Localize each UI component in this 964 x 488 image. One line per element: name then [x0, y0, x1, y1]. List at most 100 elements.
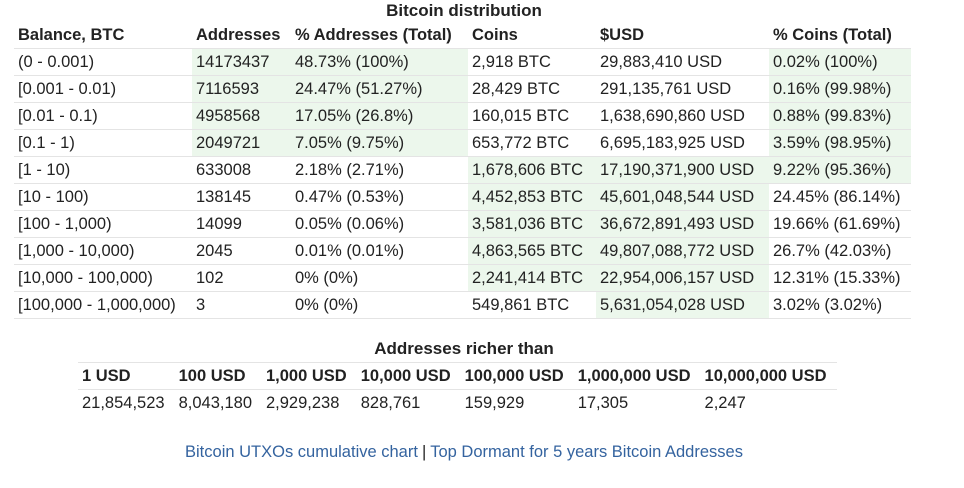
cell-pct-coins: 9.22% (95.36%)	[769, 156, 911, 184]
cell-pct-addresses: 24.47% (51.27%)	[291, 75, 468, 103]
distribution-body: (0 - 0.001) 14173437 48.73% (100%) 2,918 BT…	[14, 48, 911, 319]
cell-usd: 45,601,048,544 USD	[596, 183, 769, 211]
cell-pct-addresses: 0% (0%)	[291, 291, 468, 319]
cell-pct-addresses: 2.18% (2.71%)	[291, 156, 468, 184]
utxo-chart-link[interactable]: Bitcoin UTXOs cumulative chart	[185, 443, 418, 461]
richer-header-row: 1 USD 100 USD 1,000 USD 10,000 USD 100,0…	[78, 362, 837, 390]
cell-balance: [0.001 - 0.01)	[14, 75, 192, 103]
cell-pct-coins: 3.59% (98.95%)	[769, 129, 911, 157]
cell-coins: 160,015 BTC	[468, 102, 596, 130]
cell-addresses: 14099	[192, 210, 291, 238]
cell-coins: 4,452,853 BTC	[468, 183, 596, 211]
richer-value-1kusd: 2,929,238	[266, 393, 340, 412]
cell-addresses: 14173437	[192, 48, 291, 76]
cell-coins: 2,241,414 BTC	[468, 264, 596, 292]
distribution-row: [0.01 - 0.1) 4958568 17.05% (26.8%) 160,015…	[14, 102, 911, 130]
cell-addresses: 4958568	[192, 102, 291, 130]
richer-value-100usd: 8,043,180	[178, 393, 252, 412]
cell-coins: 549,861 BTC	[468, 291, 596, 319]
richer-value-10kusd: 828,761	[360, 393, 421, 412]
link-separator: |	[421, 443, 427, 461]
cell-pct-addresses: 48.73% (100%)	[291, 48, 468, 76]
cell-addresses: 102	[192, 264, 291, 292]
header-pct-coins: % Coins (Total)	[769, 22, 911, 49]
cell-usd: 1,638,690,860 USD	[596, 102, 769, 130]
cell-pct-addresses: 0.05% (0.06%)	[291, 210, 468, 238]
distribution-row: [1,000 - 10,000) 2045 0.01% (0.01%) 4,863,5…	[14, 237, 911, 265]
cell-balance: [1 - 10)	[14, 156, 192, 184]
cell-coins: 1,678,606 BTC	[468, 156, 596, 184]
cell-usd: 36,672,891,493 USD	[596, 210, 769, 238]
cell-addresses: 2045	[192, 237, 291, 265]
cell-pct-addresses: 0.47% (0.53%)	[291, 183, 468, 211]
distribution-row: [10 - 100) 138145 0.47% (0.53%) 4,452,853 B…	[14, 183, 911, 211]
cell-coins: 2,918 BTC	[468, 48, 596, 76]
richer-header-100kusd: 100,000 USD	[460, 362, 574, 390]
distribution-title: Bitcoin distribution	[386, 1, 542, 20]
cell-coins: 4,863,565 BTC	[468, 237, 596, 265]
cell-addresses: 7116593	[192, 75, 291, 103]
richer-header-1kusd: 1,000 USD	[262, 362, 357, 390]
header-usd: $USD	[596, 22, 769, 49]
cell-pct-coins: 12.31% (15.33%)	[769, 264, 911, 292]
cell-balance: (0 - 0.001)	[14, 48, 192, 76]
cell-coins: 3,581,036 BTC	[468, 210, 596, 238]
cell-addresses: 2049721	[192, 129, 291, 157]
richer-header-100usd: 100 USD	[174, 362, 262, 390]
distribution-row: [0.001 - 0.01) 7116593 24.47% (51.27%) 28,4…	[14, 75, 911, 103]
header-pct-addresses: % Addresses (Total)	[291, 22, 468, 49]
footer-links: Bitcoin UTXOs cumulative chart | Top Dorma…	[0, 441, 928, 463]
distribution-row: [100 - 1,000) 14099 0.05% (0.06%) 3,581,036…	[14, 210, 911, 238]
richer-title: Addresses richer than	[374, 339, 554, 358]
cell-pct-coins: 0.88% (99.83%)	[769, 102, 911, 130]
cell-usd: 291,135,761 USD	[596, 75, 769, 103]
richer-value-10musd: 2,247	[704, 393, 746, 412]
header-coins: Coins	[468, 22, 596, 49]
cell-addresses: 3	[192, 291, 291, 319]
cell-pct-coins: 0.16% (99.98%)	[769, 75, 911, 103]
richer-value-1usd: 21,854,523	[82, 393, 165, 412]
richer-table: 1 USD 100 USD 1,000 USD 10,000 USD 100,0…	[78, 362, 837, 416]
cell-usd: 22,954,006,157 USD	[596, 264, 769, 292]
distribution-row: [1 - 10) 633008 2.18% (2.71%) 1,678,606 BTC…	[14, 156, 911, 184]
cell-pct-coins: 26.7% (42.03%)	[769, 237, 911, 265]
cell-pct-addresses: 0.01% (0.01%)	[291, 237, 468, 265]
header-balance: Balance, BTC	[14, 22, 192, 49]
cell-pct-addresses: 7.05% (9.75%)	[291, 129, 468, 157]
richer-value-row: 21,854,523 8,043,180 2,929,238 828,761 1…	[78, 390, 837, 417]
cell-coins: 28,429 BTC	[468, 75, 596, 103]
cell-addresses: 138145	[192, 183, 291, 211]
distribution-row: (0 - 0.001) 14173437 48.73% (100%) 2,918 BT…	[14, 48, 911, 76]
richer-value-100kusd: 159,929	[464, 393, 525, 412]
cell-addresses: 633008	[192, 156, 291, 184]
cell-balance: [0.1 - 1)	[14, 129, 192, 157]
richer-header-1usd: 1 USD	[78, 362, 175, 390]
cell-pct-coins: 19.66% (61.69%)	[769, 210, 911, 238]
distribution-table: Balance, BTC Addresses % Addresses (Tota…	[14, 22, 911, 319]
distribution-header-row: Balance, BTC Addresses % Addresses (Tota…	[14, 22, 911, 49]
richer-header-10kusd: 10,000 USD	[356, 362, 461, 390]
cell-coins: 653,772 BTC	[468, 129, 596, 157]
richer-header-10musd: 10,000,000 USD	[700, 362, 837, 390]
dormant-addresses-link[interactable]: Top Dormant for 5 years Bitcoin Addresse…	[430, 443, 743, 461]
cell-balance: [100,000 - 1,000,000)	[14, 291, 192, 319]
cell-balance: [10,000 - 100,000)	[14, 264, 192, 292]
cell-balance: [1,000 - 10,000)	[14, 237, 192, 265]
cell-pct-addresses: 0% (0%)	[291, 264, 468, 292]
cell-balance: [0.01 - 0.1)	[14, 102, 192, 130]
cell-usd: 5,631,054,028 USD	[596, 291, 769, 319]
cell-pct-coins: 0.02% (100%)	[769, 48, 911, 76]
distribution-row: [0.1 - 1) 2049721 7.05% (9.75%) 653,772 BTC…	[14, 129, 911, 157]
cell-usd: 49,807,088,772 USD	[596, 237, 769, 265]
cell-usd: 17,190,371,900 USD	[596, 156, 769, 184]
header-addresses: Addresses	[192, 22, 291, 49]
cell-balance: [10 - 100)	[14, 183, 192, 211]
cell-usd: 6,695,183,925 USD	[596, 129, 769, 157]
cell-usd: 29,883,410 USD	[596, 48, 769, 76]
cell-balance: [100 - 1,000)	[14, 210, 192, 238]
distribution-row: [100,000 - 1,000,000) 3 0% (0%) 549,861 BTC…	[14, 291, 911, 319]
richer-value-1musd: 17,305	[577, 393, 629, 412]
richer-header-1musd: 1,000,000 USD	[573, 362, 701, 390]
distribution-row: [10,000 - 100,000) 102 0% (0%) 2,241,414 BT…	[14, 264, 911, 292]
cell-pct-coins: 24.45% (86.14%)	[769, 183, 911, 211]
